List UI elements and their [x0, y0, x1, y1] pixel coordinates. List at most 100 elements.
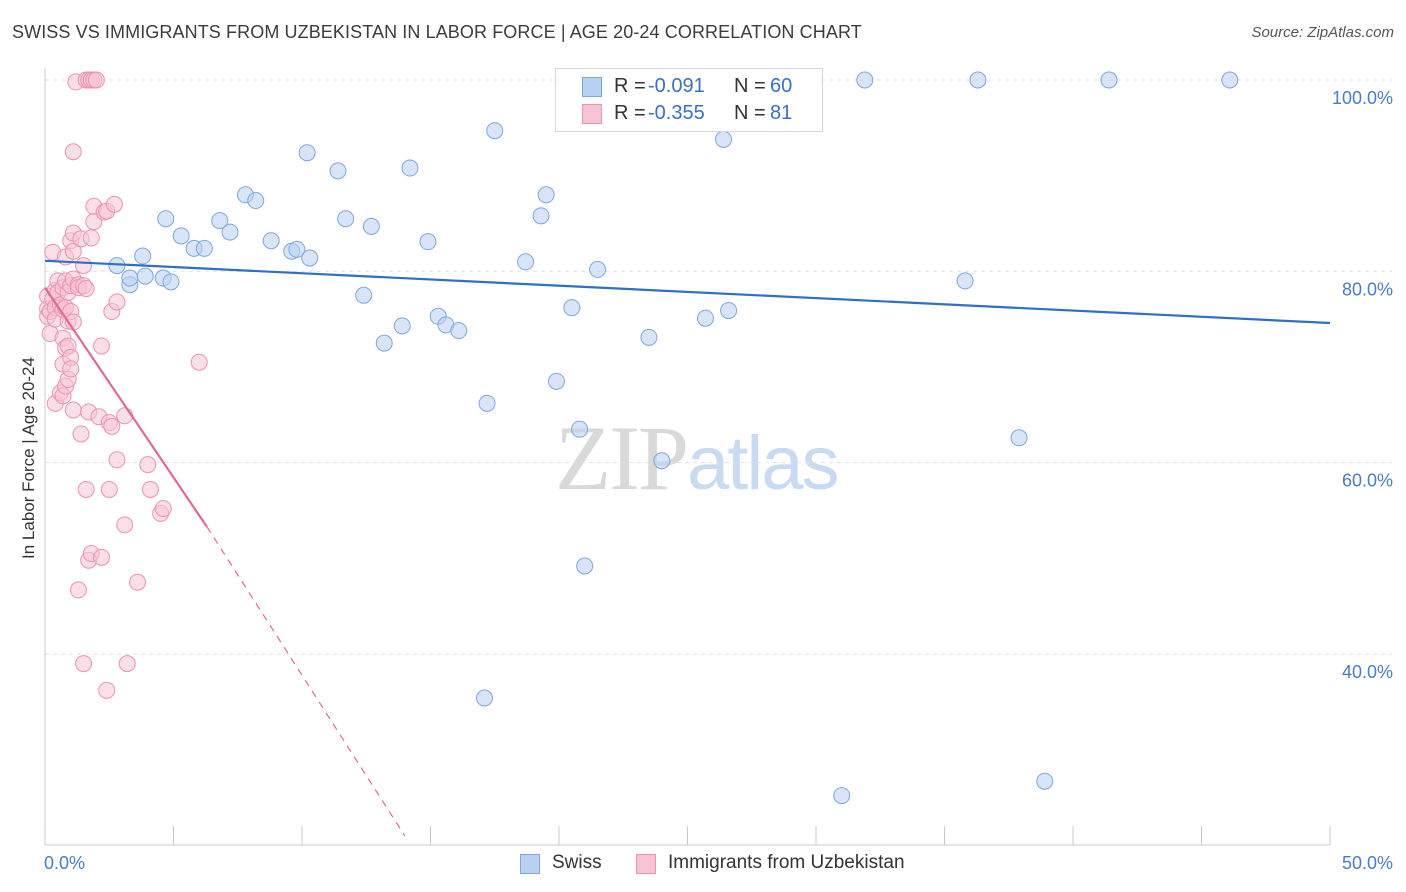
y-tick-label: 40.0% [1342, 662, 1393, 682]
data-point-swiss [288, 240, 306, 258]
axes [44, 68, 1331, 846]
watermark: ZIPatlas [555, 405, 840, 511]
x-tick-label: 0.0% [44, 853, 85, 873]
data-point-swiss [301, 249, 319, 267]
legend-swatch-uzbekistan [636, 854, 656, 874]
data-point-swiss [1010, 429, 1028, 447]
legend-label-uzbekistan: Immigrants from Uzbekistan [668, 852, 905, 873]
data-point-swiss [1221, 71, 1239, 89]
data-point-swiss [640, 328, 658, 346]
data-point-uzbekistan [190, 353, 208, 371]
chart-title: SWISS VS IMMIGRANTS FROM UZBEKISTAN IN L… [12, 22, 862, 42]
y-tick-label: 60.0% [1342, 471, 1393, 491]
data-point-uzbekistan [64, 242, 82, 260]
data-point-swiss [375, 334, 393, 352]
legend-r-label: R = [614, 102, 646, 124]
series-legend: Swiss Immigrants from Uzbekistan [0, 852, 1406, 878]
data-point-swiss [537, 186, 555, 204]
data-point-uzbekistan [77, 480, 95, 498]
data-point-swiss [362, 217, 380, 235]
y-axis-label: In Labor Force | Age 20-24 [19, 357, 38, 559]
legend-r-value: -0.355 [648, 102, 705, 124]
data-point-swiss [486, 122, 504, 140]
data-point-swiss [856, 71, 874, 89]
data-point-uzbekistan [69, 581, 87, 599]
data-point-uzbekistan [62, 360, 80, 378]
data-point-swiss [121, 269, 139, 287]
data-point-swiss [1100, 71, 1118, 89]
data-point-uzbekistan [64, 401, 82, 419]
x-tick-label: 50.0% [1342, 853, 1393, 873]
data-point-swiss [532, 207, 550, 225]
data-point-swiss [419, 233, 437, 251]
data-point-swiss [337, 210, 355, 228]
data-point-swiss [475, 689, 493, 707]
data-point-uzbekistan [129, 573, 147, 591]
trend-line-uzbekistan-extension [206, 526, 406, 837]
data-point-swiss [211, 212, 229, 230]
legend-n-label: N = [734, 75, 766, 97]
data-point-swiss [157, 210, 175, 228]
data-point-uzbekistan [100, 480, 118, 498]
legend-n-value: 81 [770, 102, 793, 124]
trend-line-swiss [44, 259, 1331, 325]
tick-labels: 40.0% 60.0% 80.0% 100.0% 0.0% 50.0% [44, 88, 1393, 873]
data-point-uzbekistan [154, 500, 172, 518]
data-point-swiss [478, 394, 496, 412]
data-point-swiss [221, 223, 239, 241]
legend-row-swiss: R = -0.091 N = 60 [556, 73, 822, 101]
data-point-swiss [450, 322, 468, 340]
data-point-uzbekistan [103, 417, 121, 435]
data-point-uzbekistan [77, 280, 95, 298]
data-point-swiss [329, 162, 347, 180]
data-point-swiss [576, 557, 594, 575]
data-point-uzbekistan [75, 655, 93, 673]
data-point-swiss [134, 247, 152, 265]
data-point-swiss [547, 372, 565, 390]
data-point-uzbekistan [116, 407, 134, 425]
data-point-swiss [136, 267, 154, 285]
data-point-swiss [714, 130, 732, 148]
data-point-swiss [262, 232, 280, 250]
data-point-uzbekistan [139, 456, 157, 474]
legend-label-swiss: Swiss [552, 852, 602, 873]
data-point-uzbekistan [116, 516, 134, 534]
data-point-swiss [517, 253, 535, 271]
legend-r-label: R = [614, 75, 646, 97]
data-point-swiss [833, 787, 851, 805]
data-point-uzbekistan [105, 195, 123, 213]
data-point-swiss [969, 71, 987, 89]
data-point-uzbekistan [64, 143, 82, 161]
legend-row-uzbekistan: R = -0.355 N = 81 [556, 100, 822, 128]
data-point-swiss [696, 309, 714, 327]
data-point-swiss [401, 159, 419, 177]
data-point-uzbekistan [141, 480, 159, 498]
trend-line-uzbekistan [44, 286, 208, 528]
watermark-atlas: atlas [687, 421, 840, 506]
trend-lines [44, 259, 1331, 837]
data-point-swiss [247, 192, 265, 210]
data-point-uzbekistan [82, 229, 100, 247]
grid-lines [45, 79, 1392, 655]
legend-swatch-uzbekistan [582, 104, 602, 124]
swiss-points [108, 71, 1239, 805]
legend-r-value: -0.091 [648, 75, 705, 97]
data-point-uzbekistan [118, 655, 136, 673]
legend-swatch-swiss [582, 77, 602, 97]
data-point-uzbekistan [72, 425, 90, 443]
data-point-swiss [1036, 772, 1054, 790]
data-point-swiss [172, 227, 190, 245]
data-point-swiss [956, 272, 974, 290]
data-point-swiss [355, 286, 373, 304]
y-tick-label: 80.0% [1342, 279, 1393, 299]
data-point-uzbekistan [108, 451, 126, 469]
data-point-swiss [298, 144, 316, 162]
legend-swatch-swiss [520, 854, 540, 874]
data-point-swiss [195, 239, 213, 257]
legend-n-value: 60 [770, 75, 793, 97]
data-point-swiss [589, 260, 607, 278]
data-point-swiss [162, 273, 180, 291]
y-tick-label: 100.0% [1332, 88, 1393, 108]
data-point-uzbekistan [93, 548, 111, 566]
